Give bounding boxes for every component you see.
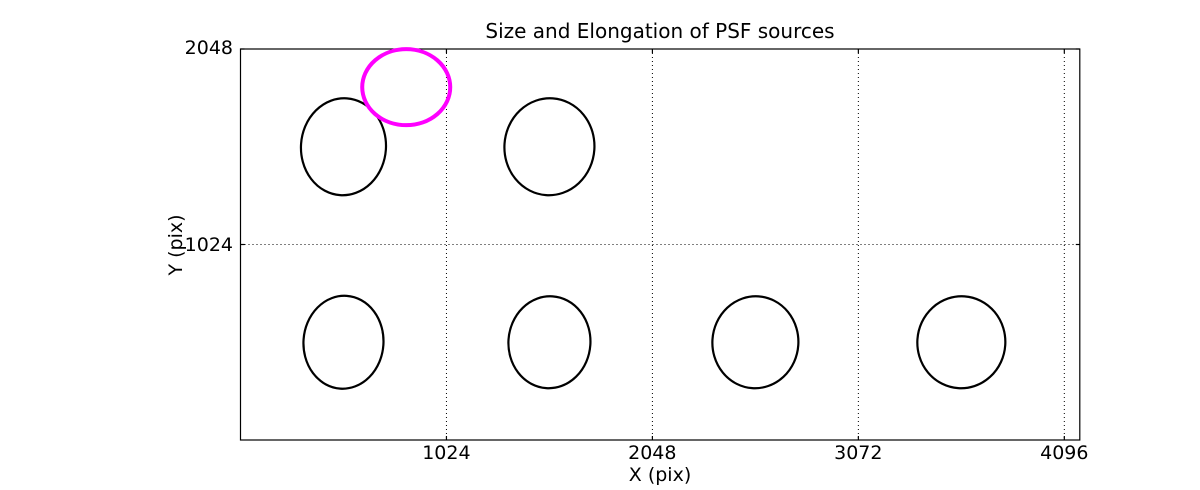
psf-source-ellipse <box>299 97 388 197</box>
psf-source-ellipse <box>503 97 596 197</box>
psf-source-ellipse <box>916 295 1007 390</box>
flagged-psf-source-ellipse <box>360 47 453 128</box>
x-tick-label-3072: 3072 <box>834 442 883 465</box>
y-tick-label-1024: 1024 <box>184 233 233 256</box>
x-tick-label-1024: 1024 <box>422 442 471 465</box>
y-tick-label-2048: 2048 <box>184 36 233 59</box>
x-axis-label: X (pix) <box>628 464 692 486</box>
axes-frame <box>239 48 1081 441</box>
psf-source-ellipse <box>711 295 800 390</box>
psf-source-ellipse <box>507 295 592 390</box>
x-tick-label-2048: 2048 <box>628 442 677 465</box>
x-tick-label-4096: 4096 <box>1040 442 1089 465</box>
psf-source-ellipse <box>302 294 385 390</box>
plot-title: Size and Elongation of PSF sources <box>485 18 835 43</box>
